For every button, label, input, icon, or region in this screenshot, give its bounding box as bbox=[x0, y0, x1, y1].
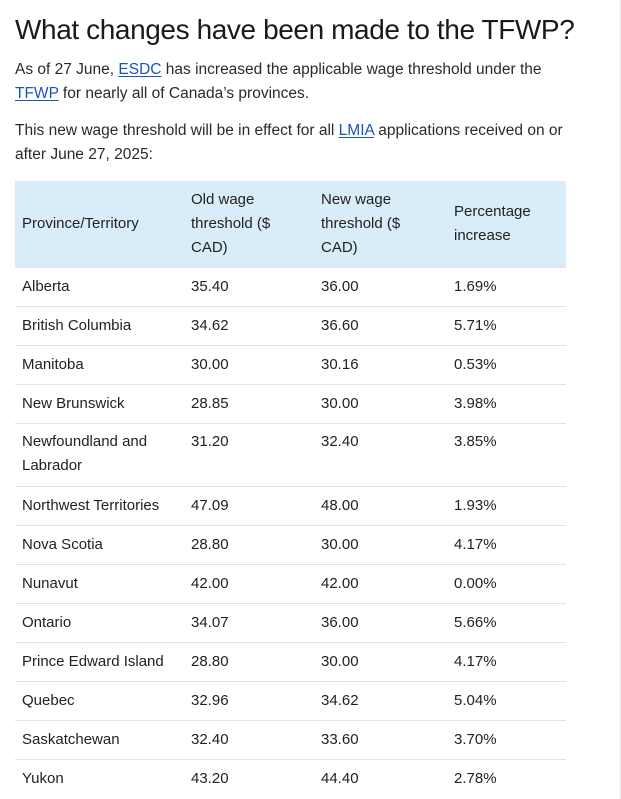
cell-percentage: 3.98% bbox=[447, 384, 566, 424]
effective-text-start: This new wage threshold will be in effec… bbox=[15, 122, 339, 139]
cell-old-threshold: 30.00 bbox=[184, 345, 314, 385]
table-row: Ontario 34.07 36.00 5.66% bbox=[15, 603, 566, 643]
header-percentage-increase: Percentage increase bbox=[454, 203, 531, 244]
cell-new-threshold: 30.00 bbox=[314, 384, 447, 424]
cell-old-threshold: 28.80 bbox=[184, 642, 314, 682]
cell-percentage: 4.17% bbox=[447, 525, 566, 565]
table-row: Newfoundland and Labrador 31.20 32.40 3.… bbox=[15, 423, 566, 487]
cell-new-threshold: 30.00 bbox=[314, 642, 447, 682]
effective-date-paragraph: This new wage threshold will be in effec… bbox=[15, 119, 575, 167]
cell-old-threshold: 43.20 bbox=[184, 759, 314, 798]
section-heading: What changes have been made to the TFWP? bbox=[15, 14, 575, 45]
cell-percentage: 5.04% bbox=[447, 681, 566, 721]
cell-province: Ontario bbox=[15, 603, 184, 643]
cell-province: British Columbia bbox=[15, 306, 184, 346]
table-row: Prince Edward Island 28.80 30.00 4.17% bbox=[15, 642, 566, 682]
table-row: Alberta 35.40 36.00 1.69% bbox=[15, 267, 566, 307]
cell-old-threshold: 35.40 bbox=[184, 267, 314, 307]
cell-percentage: 4.17% bbox=[447, 642, 566, 682]
cell-old-threshold: 32.40 bbox=[184, 720, 314, 760]
table-row: Nunavut 42.00 42.00 0.00% bbox=[15, 564, 566, 604]
cell-province: New Brunswick bbox=[15, 384, 184, 424]
cell-percentage: 2.78% bbox=[447, 759, 566, 798]
cell-new-threshold: 42.00 bbox=[314, 564, 447, 604]
cell-new-threshold: 30.16 bbox=[314, 345, 447, 385]
intro-paragraph: As of 27 June, ESDC has increased the ap… bbox=[15, 58, 575, 106]
cell-new-threshold: 34.62 bbox=[314, 681, 447, 721]
table-row: Saskatchewan 32.40 33.60 3.70% bbox=[15, 720, 566, 760]
table-row: Manitoba 30.00 30.16 0.53% bbox=[15, 345, 566, 385]
table-row: British Columbia 34.62 36.60 5.71% bbox=[15, 306, 566, 346]
cell-province: Northwest Territories bbox=[15, 486, 184, 526]
cell-province: Nova Scotia bbox=[15, 525, 184, 565]
cell-percentage: 5.66% bbox=[447, 603, 566, 643]
cell-old-threshold: 34.62 bbox=[184, 306, 314, 346]
intro-text-end: for nearly all of Canada’s provinces. bbox=[58, 85, 310, 102]
cell-new-threshold: 36.00 bbox=[314, 603, 447, 643]
effective-text-end: applications received on or after June 2… bbox=[15, 122, 563, 163]
header-new-threshold: New wage threshold ($ CAD) bbox=[321, 191, 401, 256]
table-row: Quebec 32.96 34.62 5.04% bbox=[15, 681, 566, 721]
intro-text-start: As of 27 June, bbox=[15, 61, 119, 78]
intro-text-middle: has increased the applicable wage thresh… bbox=[161, 61, 542, 78]
cell-new-threshold: 36.60 bbox=[314, 306, 447, 346]
header-old-threshold: Old wage threshold ($ CAD) bbox=[191, 191, 271, 256]
cell-percentage: 3.85% bbox=[447, 423, 566, 487]
cell-percentage: 0.00% bbox=[447, 564, 566, 604]
cell-old-threshold: 31.20 bbox=[184, 423, 314, 487]
cell-new-threshold: 32.40 bbox=[314, 423, 447, 487]
table-header-row: Province/Territory Old wage threshold ($… bbox=[15, 181, 566, 268]
cell-percentage: 3.70% bbox=[447, 720, 566, 760]
lmia-link[interactable]: LMIA bbox=[338, 122, 374, 139]
cell-percentage: 1.69% bbox=[447, 267, 566, 307]
cell-new-threshold: 33.60 bbox=[314, 720, 447, 760]
cell-percentage: 0.53% bbox=[447, 345, 566, 385]
cell-percentage: 5.71% bbox=[447, 306, 566, 346]
cell-old-threshold: 34.07 bbox=[184, 603, 314, 643]
cell-province: Quebec bbox=[15, 681, 184, 721]
cell-old-threshold: 32.96 bbox=[184, 681, 314, 721]
cell-new-threshold: 48.00 bbox=[314, 486, 447, 526]
cell-province: Yukon bbox=[15, 759, 184, 798]
cell-province: Newfoundland and Labrador bbox=[15, 423, 184, 487]
cell-province: Manitoba bbox=[15, 345, 184, 385]
table-row: New Brunswick 28.85 30.00 3.98% bbox=[15, 384, 566, 424]
table-row: Yukon 43.20 44.40 2.78% bbox=[15, 759, 566, 798]
cell-new-threshold: 36.00 bbox=[314, 267, 447, 307]
wage-threshold-table: Province/Territory Old wage threshold ($… bbox=[15, 181, 566, 798]
cell-province: Saskatchewan bbox=[15, 720, 184, 760]
tfwp-link[interactable]: TFWP bbox=[15, 85, 59, 102]
cell-province: Nunavut bbox=[15, 564, 184, 604]
cell-old-threshold: 28.85 bbox=[184, 384, 314, 424]
cell-province: Prince Edward Island bbox=[15, 642, 184, 682]
cell-province: Alberta bbox=[15, 267, 184, 307]
cell-percentage: 1.93% bbox=[447, 486, 566, 526]
cell-new-threshold: 30.00 bbox=[314, 525, 447, 565]
header-province: Province/Territory bbox=[22, 215, 139, 232]
esdc-link[interactable]: ESDC bbox=[118, 61, 162, 78]
cell-new-threshold: 44.40 bbox=[314, 759, 447, 798]
cell-old-threshold: 28.80 bbox=[184, 525, 314, 565]
table-row: Nova Scotia 28.80 30.00 4.17% bbox=[15, 525, 566, 565]
cell-old-threshold: 42.00 bbox=[184, 564, 314, 604]
cell-old-threshold: 47.09 bbox=[184, 486, 314, 526]
table-row: Northwest Territories 47.09 48.00 1.93% bbox=[15, 486, 566, 526]
